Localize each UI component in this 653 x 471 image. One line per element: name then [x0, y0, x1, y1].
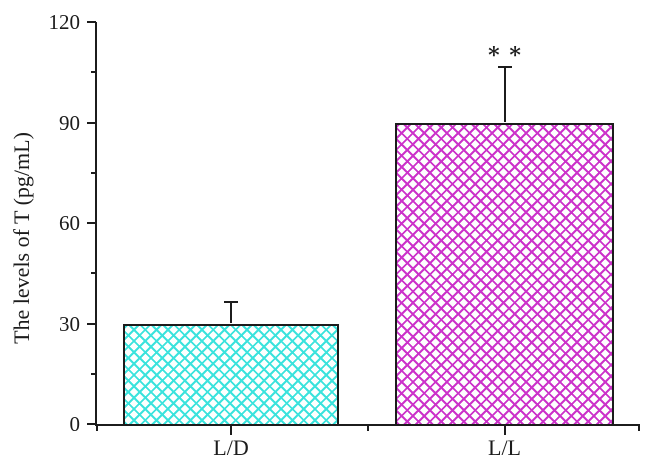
y-axis-line: [95, 22, 97, 426]
x-major-tick-ld: [230, 426, 232, 435]
bar-ld: [123, 323, 339, 426]
x-tick-label-ld: L/D: [213, 435, 249, 460]
x-minor-tick: [638, 426, 640, 431]
x-minor-tick: [366, 426, 369, 431]
y-minor-tick: [91, 171, 96, 174]
y-minor-tick: [91, 71, 96, 74]
x-axis-line: [95, 424, 640, 426]
y-major-tick: [87, 121, 96, 124]
error-bar-ld-stem: [230, 301, 232, 324]
y-minor-tick: [91, 372, 96, 375]
significance-marker-ll: ∗∗: [486, 38, 529, 64]
bar-ll: [395, 122, 614, 426]
error-bar-ld-cap: [224, 300, 238, 303]
y-tick-label: 60: [59, 211, 80, 235]
x-minor-tick: [95, 426, 98, 431]
error-bar-ll-cap: [497, 66, 512, 69]
y-major-tick: [87, 222, 96, 224]
x-tick-label-ll: L/L: [488, 435, 521, 460]
y-minor-tick: [91, 272, 96, 275]
y-tick-label: 0: [69, 412, 81, 436]
x-major-tick-ll: [503, 426, 506, 435]
y-tick-label: 120: [48, 10, 81, 34]
y-tick-label: 30: [59, 311, 80, 336]
y-tick-label: 90: [59, 110, 80, 135]
y-major-tick: [87, 21, 96, 23]
y-major-tick: [87, 423, 96, 425]
y-major-tick: [87, 322, 96, 325]
error-bar-ll-stem: [503, 67, 506, 123]
